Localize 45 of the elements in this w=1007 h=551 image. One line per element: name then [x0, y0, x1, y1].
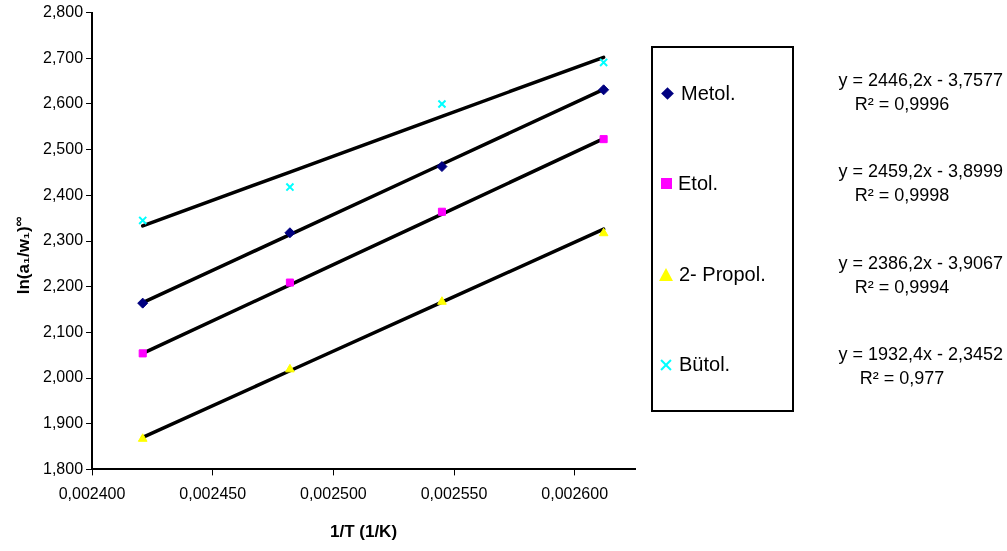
- y-tick-label: 2,600: [42, 94, 84, 112]
- legend-label: Etol.: [678, 172, 719, 196]
- y-tick-label: 1,900: [42, 414, 84, 432]
- point: [599, 57, 609, 67]
- legend-label: Bütol.: [679, 353, 731, 377]
- point: [598, 84, 610, 96]
- text: R² = 0,977: [858, 367, 946, 391]
- text: R² = 0,9996: [853, 92, 951, 116]
- y-tick-label: 2,300: [42, 231, 84, 249]
- x-tick-label: 0,002400: [58, 485, 126, 503]
- x-tick-label: 0,002600: [541, 485, 609, 503]
- point: [138, 349, 147, 358]
- point: [599, 135, 608, 144]
- point: [437, 207, 446, 216]
- legend-label: Metol.: [681, 81, 736, 105]
- x-tick-label: 0,002500: [299, 485, 367, 503]
- y-tick-label: 2,100: [42, 322, 84, 340]
- point: [285, 182, 295, 192]
- y-tick-label: 2,200: [42, 277, 84, 295]
- x-tick-label: 0,002550: [420, 485, 488, 503]
- x-axis-title: 1/T (1/K): [329, 522, 398, 542]
- point: [436, 161, 448, 173]
- point: [285, 363, 295, 373]
- x-tick-label: 0,002450: [179, 485, 247, 503]
- legend-label: 2- Propol.: [679, 262, 766, 286]
- y-tick-label: 2,700: [42, 48, 84, 66]
- text: y = 1932,4x - 2,3452: [837, 343, 1004, 367]
- text: y = 2446,2x - 3,7577: [837, 68, 1004, 92]
- point: [437, 99, 447, 109]
- point: [138, 215, 148, 225]
- y-tick-label: 2,000: [42, 368, 84, 386]
- y-tick-label: 2,500: [42, 140, 84, 158]
- point: [137, 433, 148, 442]
- y-tick-label: 2,800: [42, 3, 84, 21]
- y-tick-label: 2,400: [42, 185, 84, 203]
- point: [437, 296, 447, 305]
- text: y = 2386,2x - 3,9067: [837, 251, 1004, 275]
- text: R² = 0,9994: [853, 275, 951, 299]
- point: [284, 227, 296, 239]
- point: [285, 278, 294, 287]
- text: y = 2459,2x - 3,8999: [837, 160, 1004, 184]
- y-tick-label: 1,800: [42, 459, 84, 477]
- text: R² = 0,9998: [853, 184, 951, 208]
- point: [598, 227, 609, 237]
- point: [137, 297, 149, 309]
